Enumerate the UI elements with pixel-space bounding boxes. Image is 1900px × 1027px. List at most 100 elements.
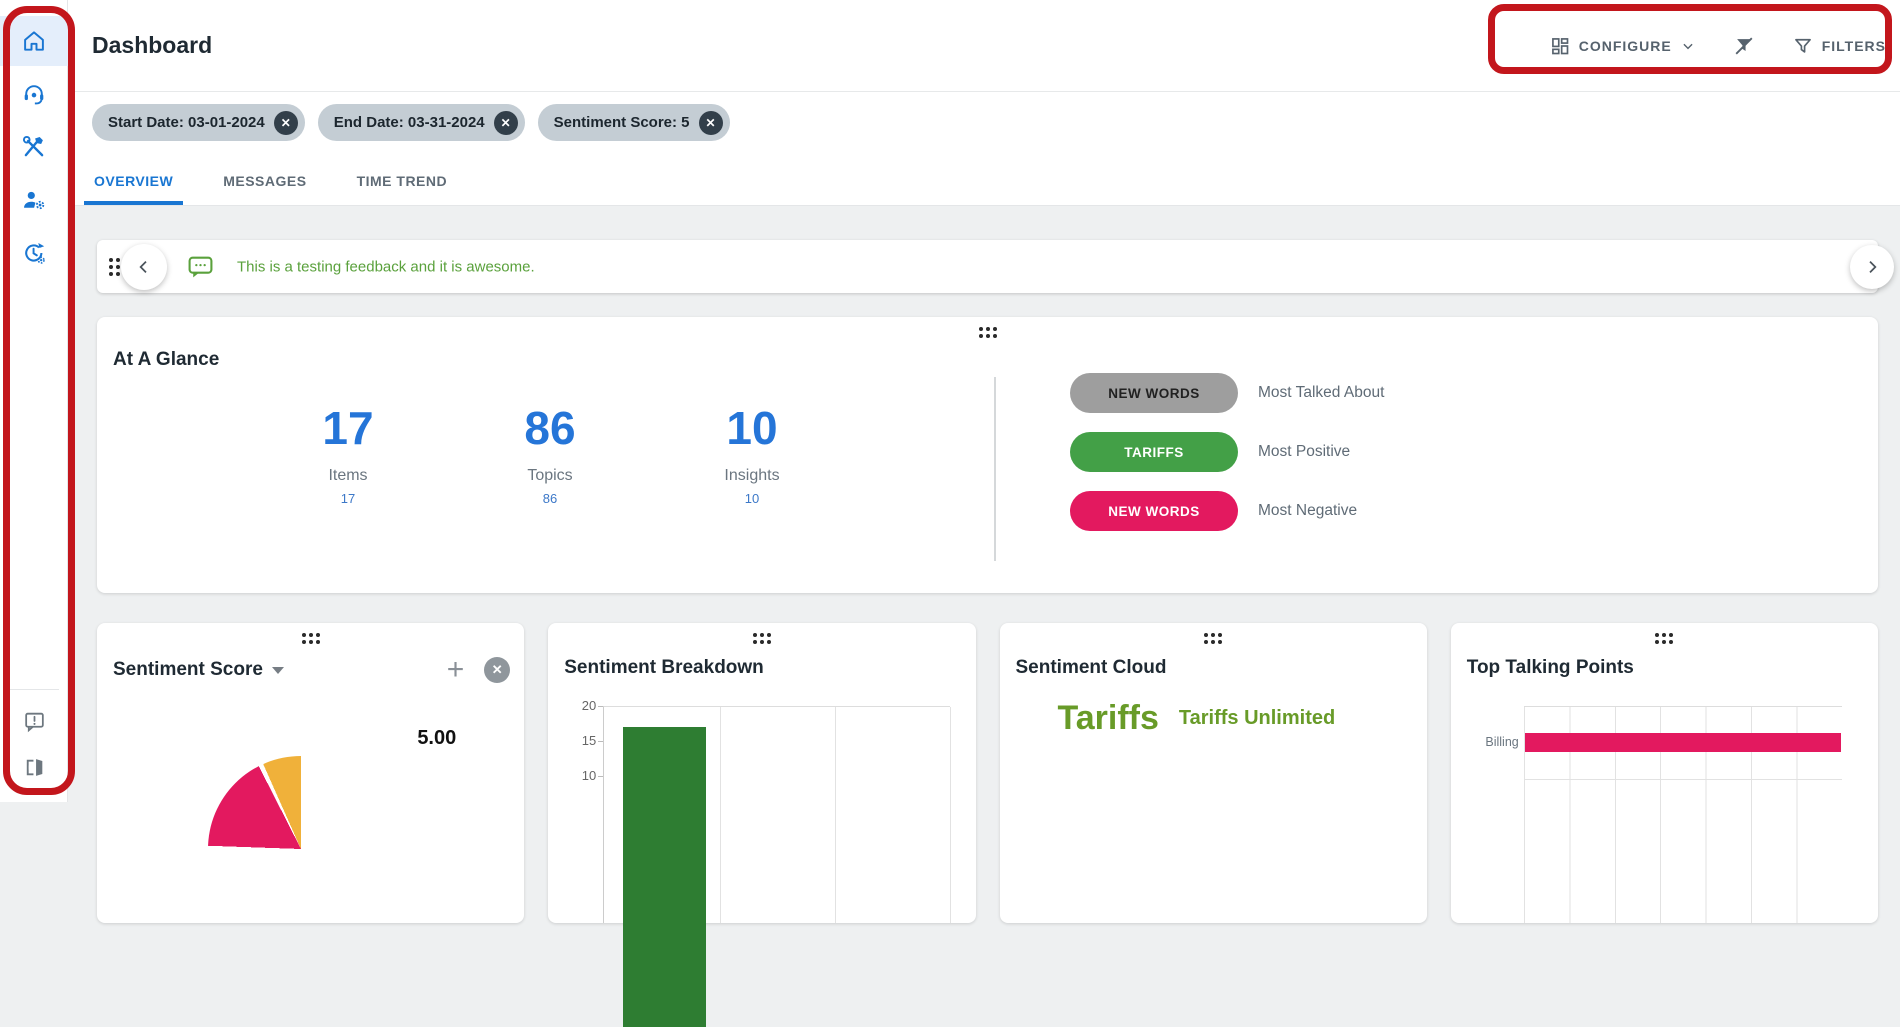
word-cloud: Tariffs Tariffs Unlimited: [1058, 699, 1427, 738]
configure-button[interactable]: CONFIGURE: [1550, 36, 1695, 56]
stat-label: Topics: [527, 467, 573, 484]
at-a-glance-card: At A Glance 17 Items 17 86 Topics 86 10 …: [97, 317, 1878, 593]
tools-icon: [21, 134, 47, 160]
banner-next-button[interactable]: [1850, 244, 1894, 289]
sidebar-divider: [8, 689, 59, 690]
y-tick-label: 20: [581, 698, 597, 713]
widget-title: Sentiment Cloud: [1015, 657, 1167, 678]
chip-remove-icon[interactable]: ✕: [273, 110, 298, 135]
chip-start-date[interactable]: Start Date: 03-01-2024 ✕: [92, 104, 305, 141]
feedback-banner: This is a testing feedback and it is awe…: [97, 240, 1894, 293]
filters-button[interactable]: FILTERS: [1793, 36, 1886, 56]
stat-sub-value[interactable]: 86: [542, 491, 558, 506]
top-bar: Dashboard CONFIGURE: [68, 0, 1900, 92]
stat-items: 17 Items 17: [247, 405, 449, 506]
history-settings-icon: [21, 240, 47, 266]
cloud-word[interactable]: Tariffs Unlimited: [1178, 707, 1336, 729]
sidebar-item-user-settings[interactable]: [0, 175, 68, 225]
highlight-label: Most Negative: [1258, 502, 1358, 519]
chip-sentiment-score[interactable]: Sentiment Score: 5 ✕: [537, 104, 730, 141]
sidebar-item-feedback[interactable]: [0, 698, 68, 744]
filter-chips-row: Start Date: 03-01-2024 ✕ End Date: 03-31…: [68, 92, 1900, 151]
home-icon: [21, 28, 47, 54]
drag-handle-icon[interactable]: [978, 327, 997, 338]
chevron-down-icon[interactable]: [271, 666, 284, 674]
topic-pill-button[interactable]: NEW WORDS: [1070, 373, 1238, 413]
tabs-bar: OVERVIEW MESSAGES TIME TREND: [68, 151, 1900, 206]
chip-end-date[interactable]: End Date: 03-31-2024 ✕: [317, 104, 525, 141]
chip-remove-icon[interactable]: ✕: [493, 110, 518, 135]
drag-handle-icon[interactable]: [301, 633, 320, 644]
breakdown-bar[interactable]: [623, 727, 707, 1027]
page-title: Dashboard: [92, 32, 213, 58]
feedback-icon: [22, 709, 47, 734]
sidebar: [0, 0, 68, 802]
filter-off-button[interactable]: [1733, 35, 1755, 57]
tab-overview[interactable]: OVERVIEW: [84, 165, 184, 205]
sidebar-item-home[interactable]: [0, 16, 68, 66]
widget-title: Top Talking Points: [1466, 657, 1634, 678]
gridline: [720, 707, 722, 923]
chat-bubble-icon: [187, 253, 214, 280]
sentiment-score-card: Sentiment Score + ✕ 5.00: [97, 623, 525, 942]
dashboard-content: This is a testing feedback and it is awe…: [68, 206, 1900, 1027]
highlight-label: Most Talked About: [1258, 384, 1385, 401]
stat-insights: 10 Insights 10: [651, 405, 853, 506]
top-right-controls: CONFIGURE FILTER: [1550, 35, 1886, 57]
widget-header: Sentiment Cloud: [1000, 623, 1427, 679]
highlight-most-negative: NEW WORDS Most Negative: [1070, 491, 1384, 531]
y-tick-mark: [598, 776, 605, 777]
stat-topics: 86 Topics 86: [449, 405, 651, 506]
topic-pill-button[interactable]: NEW WORDS: [1070, 491, 1238, 531]
glance-stats: 17 Items 17 86 Topics 86 10 Insights 10: [247, 405, 1878, 506]
drag-handle-icon[interactable]: [109, 257, 120, 276]
chip-remove-icon[interactable]: ✕: [698, 110, 723, 135]
feedback-text: This is a testing feedback and it is awe…: [237, 258, 535, 275]
stat-value: 10: [726, 402, 778, 454]
filters-label: FILTERS: [1821, 37, 1886, 54]
glance-highlights: NEW WORDS Most Talked About TARIFFS Most…: [1070, 373, 1384, 531]
add-icon[interactable]: +: [446, 653, 465, 686]
chevron-down-icon: [1681, 39, 1695, 53]
tab-messages[interactable]: MESSAGES: [223, 173, 307, 189]
banner-prev-button[interactable]: [121, 243, 167, 290]
stat-label: Items: [328, 467, 368, 484]
configure-label: CONFIGURE: [1578, 37, 1672, 54]
main-area: Dashboard CONFIGURE: [68, 0, 1900, 1027]
chip-label: End Date: 03-31-2024: [333, 114, 485, 131]
widget-header: Sentiment Score + ✕: [97, 623, 524, 686]
drag-handle-icon[interactable]: [1204, 633, 1223, 644]
stat-value: 86: [524, 402, 576, 454]
highlight-most-positive: TARIFFS Most Positive: [1070, 432, 1384, 472]
glance-divider: [994, 377, 996, 561]
sentiment-breakdown-card: Sentiment Breakdown 20 15 10: [548, 623, 976, 1027]
filter-off-icon: [1733, 35, 1755, 57]
cloud-word[interactable]: Tariffs: [1057, 699, 1159, 737]
chip-label: Start Date: 03-01-2024: [108, 114, 265, 131]
remove-widget-icon[interactable]: ✕: [484, 657, 511, 683]
stat-value: 17: [322, 402, 374, 454]
topic-pill-button[interactable]: TARIFFS: [1070, 432, 1238, 472]
highlight-most-talked-about: NEW WORDS Most Talked About: [1070, 373, 1384, 413]
talking-bar[interactable]: [1524, 733, 1841, 752]
widget-title: Sentiment Score: [113, 659, 263, 680]
stat-sub-value[interactable]: 10: [744, 491, 760, 506]
drag-handle-icon[interactable]: [1655, 633, 1674, 644]
sentiment-gauge-chart[interactable]: [208, 756, 394, 942]
sidebar-item-history-settings[interactable]: [0, 228, 68, 278]
exit-icon: [22, 755, 47, 780]
tab-time-trend[interactable]: TIME TREND: [356, 173, 448, 189]
sidebar-item-tools[interactable]: [0, 122, 68, 172]
top-talking-points-card: Top Talking Points Billing: [1450, 623, 1878, 923]
sentiment-cloud-card: Sentiment Cloud Tariffs Tariffs Unlimite…: [999, 623, 1427, 923]
y-tick-mark: [598, 706, 605, 707]
stat-sub-value[interactable]: 17: [340, 491, 356, 506]
sidebar-item-support[interactable]: [0, 69, 68, 119]
funnel-icon: [1793, 36, 1813, 56]
category-label: Billing: [1485, 735, 1519, 749]
sidebar-item-exit[interactable]: [0, 744, 68, 790]
drag-handle-icon[interactable]: [752, 633, 771, 644]
dashboard-grid-icon: [1550, 36, 1570, 56]
support-agent-icon: [21, 81, 47, 107]
user-settings-icon: [21, 187, 47, 213]
